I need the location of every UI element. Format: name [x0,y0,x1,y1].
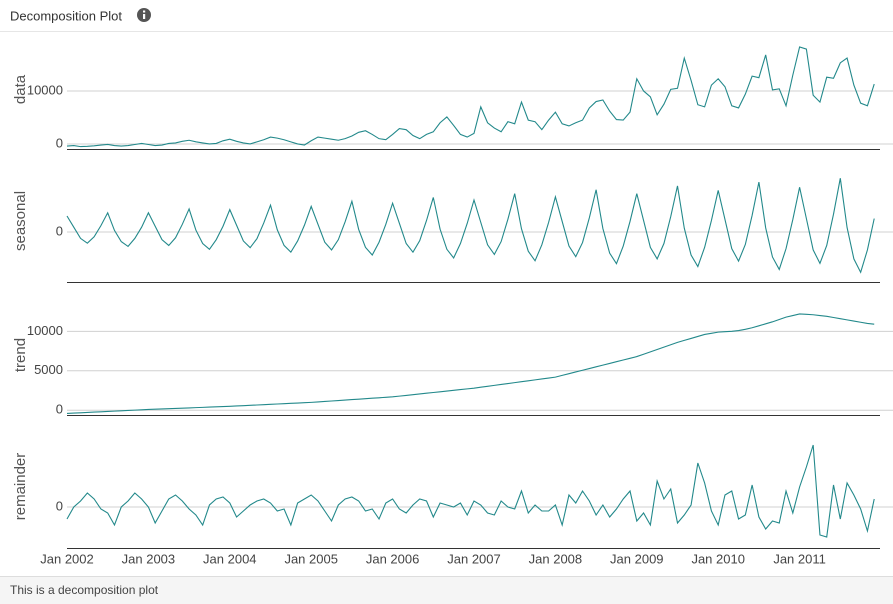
x-tick-label: Jan 2011 [773,551,826,566]
x-tick-label: Jan 2004 [203,551,257,566]
y-axis-label: trend [12,338,29,372]
x-tick-label: Jan 2005 [284,551,338,566]
series-line [66,444,875,538]
y-tick-label: 0 [56,135,63,150]
x-tick-label: Jan 2010 [691,551,745,566]
series-line [66,313,875,414]
y-tick-label: 0 [56,498,63,513]
x-tick-label: Jan 2003 [122,551,176,566]
y-tick-label: 10000 [27,82,63,97]
y-tick-label: 5000 [34,362,63,377]
x-tick-label: Jan 2006 [366,551,420,566]
x-tick-label: Jan 2008 [529,551,583,566]
series-line [66,46,875,148]
y-axis-label: data [12,74,29,104]
y-tick-label: 0 [56,223,63,238]
series-line [66,178,875,274]
y-tick-label: 0 [56,402,63,417]
y-axis-label: seasonal [12,191,29,251]
footer-bg [0,576,893,604]
footer-text: This is a decomposition plot [10,583,159,597]
y-axis-label: remainder [12,453,29,521]
panel-title: Decomposition Plot [10,8,122,23]
info-icon[interactable] [137,8,151,22]
x-tick-label: Jan 2009 [610,551,664,566]
x-tick-label: Jan 2002 [40,551,94,566]
y-tick-label: 10000 [27,323,63,338]
x-tick-label: Jan 2007 [447,551,501,566]
